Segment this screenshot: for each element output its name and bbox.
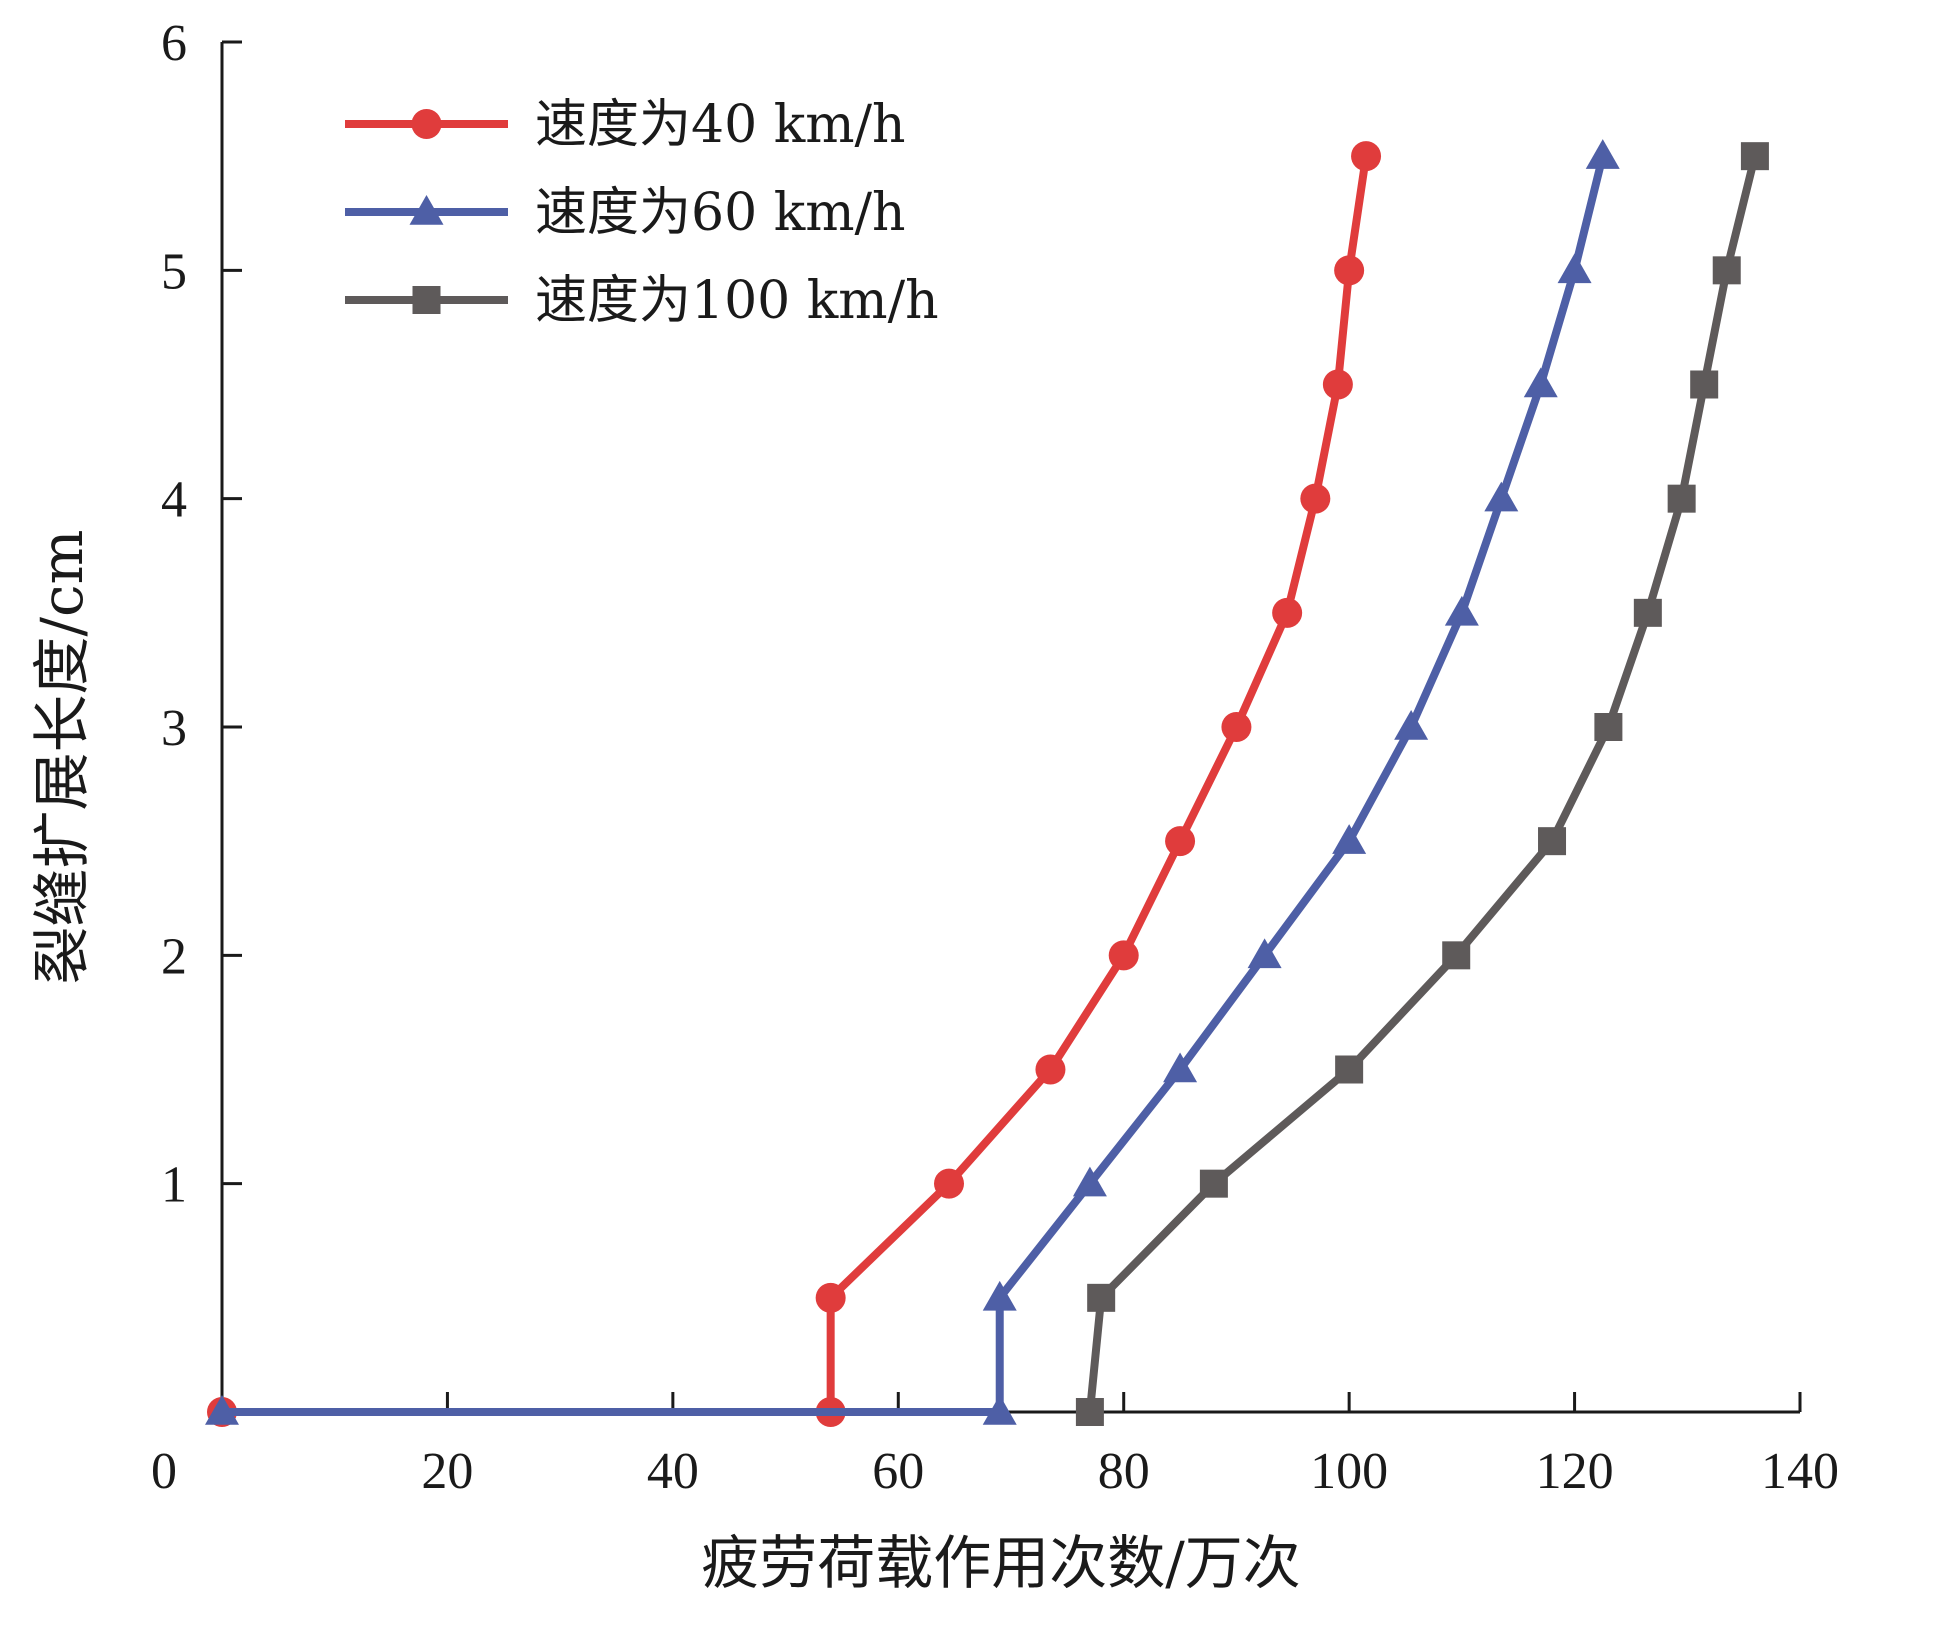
data-point [1538,827,1567,856]
series-3 [1075,142,1769,1426]
data-point [1633,598,1662,627]
data-point [1272,597,1303,628]
y-tick-label: 3 [161,700,187,757]
y-tick-label: 4 [161,472,187,529]
data-point [1334,255,1365,286]
data-point [1712,256,1741,285]
data-point [1585,139,1620,169]
legend-marker [412,286,441,314]
data-point [1165,826,1196,857]
series-2 [205,139,1620,1425]
data-point [1199,1169,1228,1198]
data-point [1523,367,1558,398]
data-point [1442,941,1471,970]
series-1 [207,141,1382,1427]
y-tick-label: 1 [161,1157,187,1214]
legend-label: 速度为100 km/h [535,271,939,331]
data-point [815,1282,846,1313]
series-layer [205,139,1769,1427]
data-point [1332,824,1367,854]
data-point [1221,712,1252,742]
y-tick-label: 6 [161,15,187,72]
data-point [1594,713,1623,741]
data-point [982,1395,1017,1425]
data-point [1394,710,1429,740]
data-point [205,1395,239,1425]
data-point [1247,938,1282,969]
y-tick-label: 2 [161,928,187,985]
data-point [982,1280,1017,1311]
legend-marker [409,195,444,225]
legend-item: 速度为100 km/h [345,271,939,331]
data-point [1690,370,1719,399]
data-point [1163,1052,1198,1083]
x-tick-label: 20 [421,1443,473,1500]
legend-item: 速度为40 km/h [345,95,906,155]
x-tick-label: 140 [1761,1443,1839,1500]
legend: 速度为40 km/h 速度为60 km/h 速度为100 km/h [345,95,939,331]
y-tick-label: 5 [161,243,187,300]
x-tick-label: 60 [872,1443,924,1500]
axes [220,42,1800,1414]
data-point [1484,481,1519,512]
x-tick-label: 80 [1098,1443,1150,1500]
data-point [1108,940,1139,971]
legend-label: 速度为60 km/h [535,183,906,243]
data-point [1444,595,1479,626]
x-axis-title: 疲劳荷载作用次数/万次 [701,1529,1301,1597]
data-point [1322,369,1353,400]
data-point [1035,1054,1066,1085]
data-point [1072,1166,1107,1197]
data-point [1667,484,1696,513]
legend-label: 速度为40 km/h [535,95,906,155]
data-point [1300,483,1331,514]
y-axis-title: 裂缝扩展长度/cm [28,529,96,984]
data-point [1740,142,1769,171]
legend-marker [411,109,442,139]
x-tick-label: 120 [1536,1443,1614,1500]
x-tick-label: 40 [647,1443,699,1500]
legend-item: 速度为60 km/h [345,183,906,243]
data-point [1335,1055,1364,1084]
data-point [1557,253,1592,284]
series-line [1085,155,1759,1413]
data-point [934,1168,965,1199]
x-tick-label: 100 [1310,1443,1388,1500]
tick-marks: 1 2 3 4 5 6 20 40 60 80 100 120 140 [161,15,1839,1500]
series-line [222,155,1371,1416]
data-point [1351,141,1382,172]
origin-tick-label: 0 [151,1443,177,1500]
data-point [1075,1398,1104,1426]
data-point [1087,1283,1116,1312]
